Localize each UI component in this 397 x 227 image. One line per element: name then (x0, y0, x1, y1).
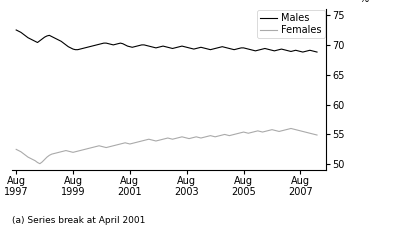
Text: (a) Series break at April 2001: (a) Series break at April 2001 (12, 216, 145, 225)
Females (14, 148, 19, 151)
Males (125, 45, 130, 47)
Males (272, 49, 277, 52)
Line: Males: Males (16, 30, 317, 52)
Males (87, 45, 92, 48)
Females (305, 131, 310, 134)
Males (170, 47, 175, 50)
Text: %: % (360, 0, 369, 4)
Females (37, 162, 42, 165)
Females (315, 134, 320, 136)
Legend: Males, Females: Males, Females (257, 10, 325, 38)
Males (303, 50, 308, 53)
Males (301, 51, 305, 53)
Females (139, 140, 144, 142)
Females (127, 143, 132, 145)
Females (90, 146, 94, 149)
Males (14, 29, 19, 31)
Females (173, 137, 177, 140)
Females (289, 127, 293, 130)
Line: Females: Females (16, 128, 317, 164)
Females (274, 129, 279, 132)
Males (315, 51, 320, 53)
Males (137, 44, 142, 47)
